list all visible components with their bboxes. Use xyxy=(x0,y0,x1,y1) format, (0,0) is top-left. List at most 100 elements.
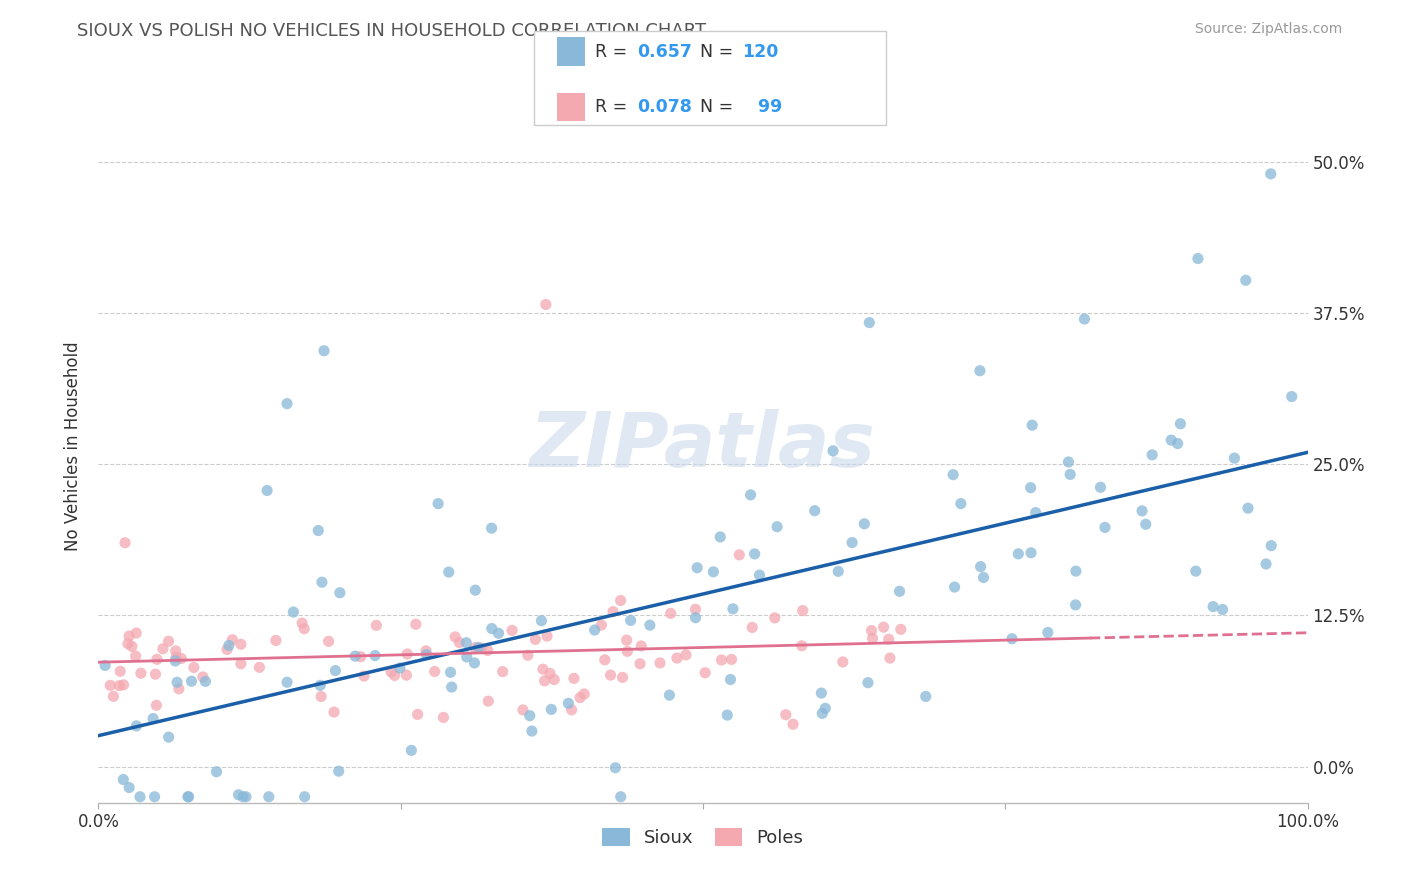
Point xyxy=(145,667,167,681)
Point xyxy=(609,593,631,607)
Point xyxy=(166,675,188,690)
Point xyxy=(821,443,844,458)
Point xyxy=(406,707,429,722)
Point xyxy=(1260,539,1282,553)
Y-axis label: No Vehicles in Household: No Vehicles in Household xyxy=(65,341,83,551)
Point xyxy=(221,632,243,647)
Point xyxy=(323,705,346,719)
Point xyxy=(118,629,141,643)
Point xyxy=(540,702,562,716)
Point xyxy=(538,666,561,681)
Point xyxy=(853,516,876,531)
Point xyxy=(1090,480,1112,494)
Point xyxy=(616,644,638,658)
Point xyxy=(969,364,991,378)
Point xyxy=(98,678,121,692)
Point xyxy=(716,708,738,723)
Point xyxy=(1094,520,1116,534)
Point xyxy=(405,617,427,632)
Point xyxy=(814,701,837,715)
Text: 0.078: 0.078 xyxy=(637,98,692,116)
Point xyxy=(470,641,492,656)
Point xyxy=(415,648,437,662)
Point xyxy=(536,629,558,643)
Point xyxy=(877,632,900,647)
Point xyxy=(1007,547,1029,561)
Point xyxy=(125,626,148,640)
Point xyxy=(215,642,238,657)
Point xyxy=(1170,417,1192,431)
Point xyxy=(1001,632,1024,646)
Point xyxy=(481,521,503,535)
Point xyxy=(157,730,180,744)
Point xyxy=(557,696,579,710)
Point xyxy=(1223,451,1246,466)
Point xyxy=(165,654,187,668)
Point xyxy=(103,690,125,704)
Point xyxy=(143,789,166,804)
Point xyxy=(194,674,217,689)
Point xyxy=(1160,433,1182,447)
Point xyxy=(648,656,671,670)
Point xyxy=(1187,252,1209,266)
Point xyxy=(628,657,651,671)
Point xyxy=(328,764,350,779)
Point xyxy=(114,535,136,549)
Point xyxy=(491,665,513,679)
Point xyxy=(973,570,995,584)
Point xyxy=(318,634,340,648)
Point xyxy=(1073,312,1095,326)
Point xyxy=(741,620,763,634)
Point xyxy=(165,644,187,658)
Point xyxy=(481,622,503,636)
Point xyxy=(740,488,762,502)
Point xyxy=(395,668,418,682)
Point xyxy=(612,670,634,684)
Point xyxy=(177,789,200,804)
Point xyxy=(464,583,486,598)
Point xyxy=(110,665,132,679)
Point xyxy=(309,690,332,704)
Point xyxy=(112,772,135,787)
Point xyxy=(1237,501,1260,516)
Point xyxy=(380,665,402,679)
Point xyxy=(605,761,627,775)
Text: R =: R = xyxy=(595,98,633,116)
Point xyxy=(775,707,797,722)
Legend: Sioux, Poles: Sioux, Poles xyxy=(595,821,811,855)
Point xyxy=(969,559,991,574)
Point xyxy=(108,679,131,693)
Point xyxy=(524,632,547,647)
Point xyxy=(384,668,406,682)
Point xyxy=(879,651,901,665)
Point xyxy=(616,633,638,648)
Point xyxy=(811,706,834,721)
Point xyxy=(685,602,707,616)
Point xyxy=(942,467,965,482)
Point xyxy=(562,672,585,686)
Point xyxy=(291,616,314,631)
Text: ZIPatlas: ZIPatlas xyxy=(530,409,876,483)
Point xyxy=(1212,602,1234,616)
Point xyxy=(129,789,152,804)
Text: N =: N = xyxy=(689,43,738,61)
Point xyxy=(415,644,437,658)
Point xyxy=(228,788,250,802)
Point xyxy=(602,605,624,619)
Point xyxy=(744,547,766,561)
Point xyxy=(583,623,606,637)
Point xyxy=(401,743,423,757)
Point xyxy=(152,641,174,656)
Point xyxy=(229,657,252,671)
Point xyxy=(1202,599,1225,614)
Point xyxy=(1057,455,1080,469)
Text: N =: N = xyxy=(689,98,738,116)
Point xyxy=(1130,504,1153,518)
Point xyxy=(456,636,478,650)
Text: R =: R = xyxy=(595,43,633,61)
Point xyxy=(344,649,367,664)
Point xyxy=(659,607,682,621)
Point xyxy=(311,575,333,590)
Point xyxy=(721,602,744,616)
Point xyxy=(695,665,717,680)
